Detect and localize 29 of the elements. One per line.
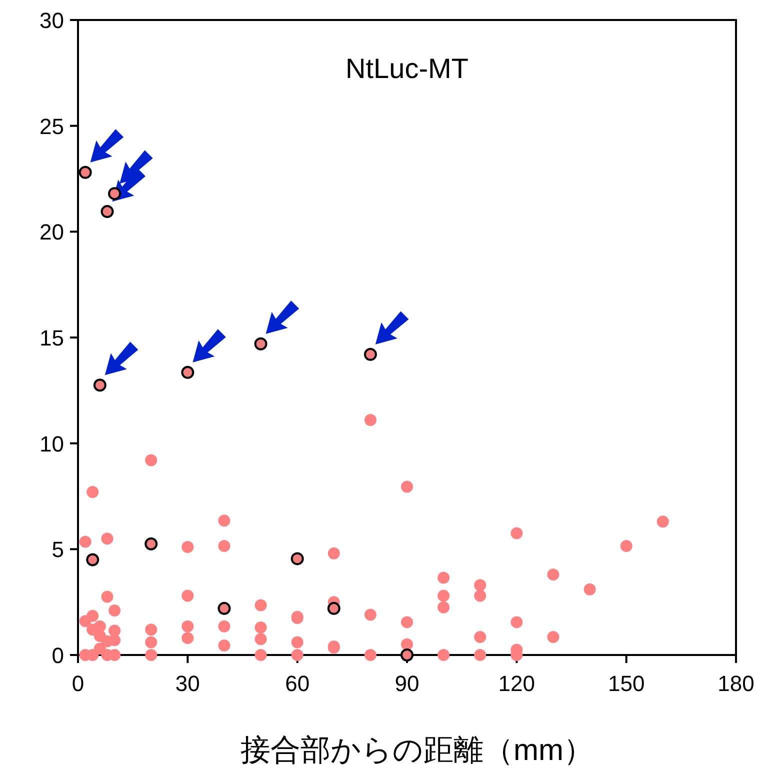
point: [254, 337, 268, 350]
y-tick-label: 0: [52, 643, 64, 668]
point: [400, 648, 414, 662]
point: [181, 366, 194, 379]
x-tick-label: 90: [394, 671, 420, 696]
x-tick-label: 60: [285, 671, 310, 696]
point: [78, 166, 92, 179]
x-tick-label: 30: [175, 671, 200, 696]
y-tick-label: 20: [40, 220, 64, 245]
y-tick-label: 15: [40, 326, 64, 350]
point: [100, 205, 114, 218]
point: [364, 348, 377, 361]
point: [290, 552, 304, 566]
point: [327, 602, 340, 615]
x-tick-label: 120: [498, 671, 536, 696]
x-tick-label: 150: [608, 671, 645, 696]
point: [144, 537, 158, 550]
point: [86, 553, 100, 566]
y-tick-label: 5: [52, 537, 64, 562]
text: NtLuc-MT: [346, 53, 468, 84]
point: [218, 602, 231, 615]
y-tick-label: 30: [40, 8, 64, 33]
point: [108, 187, 122, 200]
x-axis-title: 接合部からの距離（mm）: [240, 734, 594, 767]
point: [93, 378, 106, 392]
x-tick-label: 0: [72, 671, 84, 696]
y-tick-label: 25: [40, 114, 64, 139]
x-tick-label: 180: [718, 671, 754, 696]
y-tick-label: 10: [40, 431, 64, 456]
